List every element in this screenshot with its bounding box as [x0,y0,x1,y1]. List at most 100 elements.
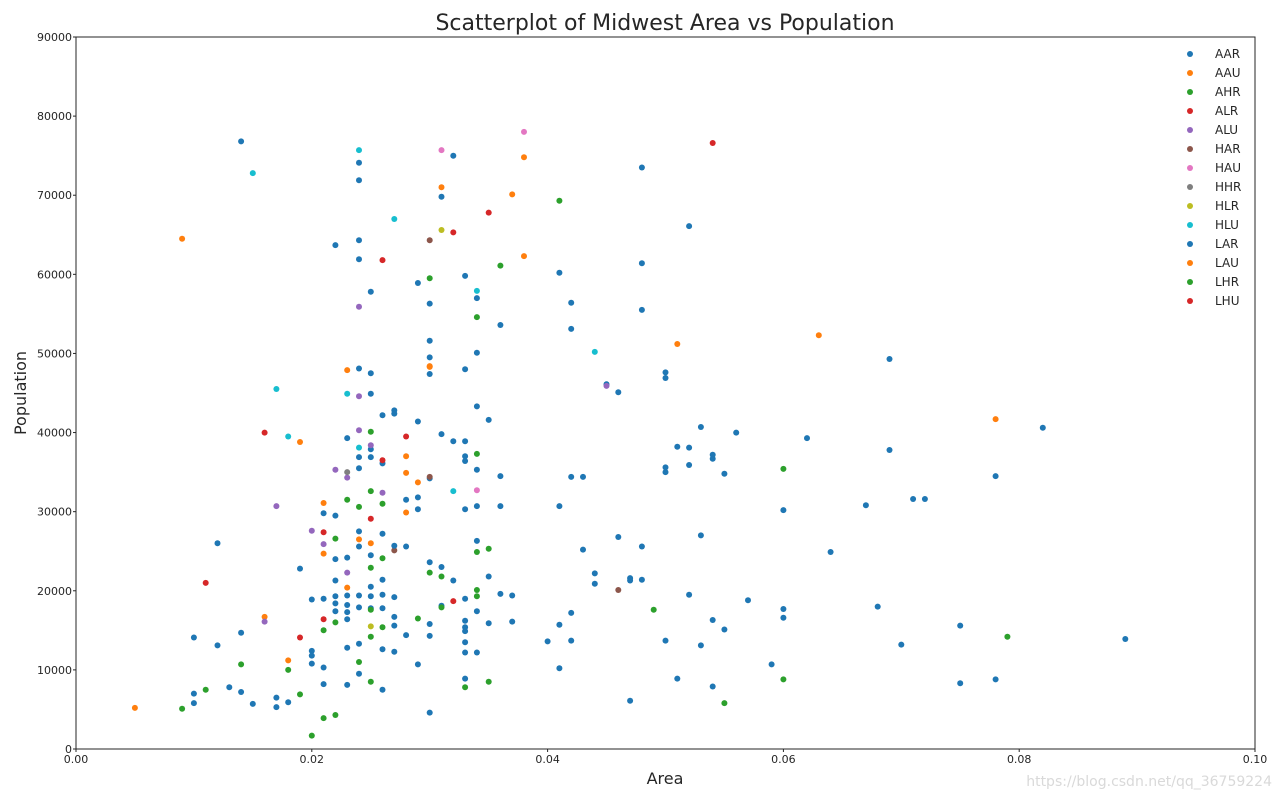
data-point [344,390,351,397]
data-point [544,638,551,645]
data-point [403,469,410,476]
data-point [462,684,469,691]
data-point [356,303,362,310]
data-point [721,470,728,477]
x-tick-label: 0.06 [771,753,796,766]
data-point [320,616,327,623]
data-point [426,363,433,370]
x-tick-label: 0.04 [535,753,560,766]
data-point [580,546,586,553]
data-point [379,624,386,631]
data-point [438,573,445,580]
data-point [356,427,362,434]
data-point [356,237,362,244]
data-point [332,608,339,615]
data-point [497,262,504,269]
data-point [190,634,197,641]
data-point [367,583,374,590]
data-point [332,512,339,519]
data-point [556,621,563,628]
data-point [367,488,374,495]
data-point [827,549,834,555]
data-point [521,154,527,161]
y-tick-label: 30000 [37,506,72,519]
data-point [332,466,339,473]
data-point [273,503,280,510]
data-point [344,569,351,576]
legend-marker [1187,279,1193,285]
y-tick-label: 10000 [37,664,72,677]
data-point [509,592,516,599]
legend-label: LHU [1215,294,1240,308]
data-point [261,429,268,436]
data-point [367,633,374,640]
data-point [768,661,775,668]
data-point [615,534,622,540]
data-point [308,596,315,603]
legend: AAR AAU AHR ALR ALU HAR HAU HHR HLR HLU LAR LAU LHR L… [1187,47,1241,308]
data-point [638,164,645,171]
legend-marker [1187,51,1193,57]
watermark-text: https://blog.csdn.net/qq_36759224 [1026,774,1272,790]
data-point [485,416,492,423]
data-point [462,438,469,445]
data-point [273,704,280,711]
data-point [568,299,575,306]
data-point [391,622,398,629]
data-point [674,341,681,347]
data-point [686,462,693,468]
data-point [308,652,315,659]
data-point [356,592,362,599]
data-point [473,349,480,356]
data-point [367,442,374,449]
data-point [297,439,303,445]
data-point [356,147,362,154]
data-point [391,613,398,620]
series-har [391,237,622,593]
data-point [320,595,327,602]
data-point [285,657,292,664]
y-axis-ticks: 0 10000 20000 30000 40000 50000 60000 70000 8000… [37,31,76,756]
data-point [379,500,386,507]
data-point [638,543,645,550]
data-point [379,605,386,612]
data-point [992,416,999,423]
data-point [367,623,374,630]
data-point [297,634,303,641]
data-point [473,608,480,615]
data-point [780,507,787,514]
data-point [332,593,339,600]
data-point [332,556,339,563]
legend-marker [1187,146,1193,152]
legend-marker [1187,298,1193,304]
data-point [862,502,869,509]
series-hlr [367,227,445,630]
data-point [214,642,221,649]
data-point [1122,636,1129,642]
data-point [580,473,586,480]
data-point [473,649,480,656]
data-point [414,494,421,501]
series-alr [202,140,716,641]
data-point [356,604,362,611]
data-point [462,458,469,464]
legend-marker [1187,89,1193,95]
data-point [627,577,634,584]
legend-label: HHR [1215,180,1241,194]
data-point [131,704,138,711]
data-point [438,564,445,570]
data-point [403,453,410,460]
legend-label: LAR [1215,237,1239,251]
data-point [957,680,964,687]
legend-label: HLR [1215,199,1239,213]
data-point [462,639,469,646]
data-point [332,619,339,626]
data-point [450,152,457,159]
data-point [615,587,622,593]
data-point [674,675,681,682]
x-tick-label: 0.10 [1243,753,1268,766]
data-point [391,216,398,222]
data-point [957,622,964,629]
data-point [521,253,527,260]
data-point [367,428,374,435]
